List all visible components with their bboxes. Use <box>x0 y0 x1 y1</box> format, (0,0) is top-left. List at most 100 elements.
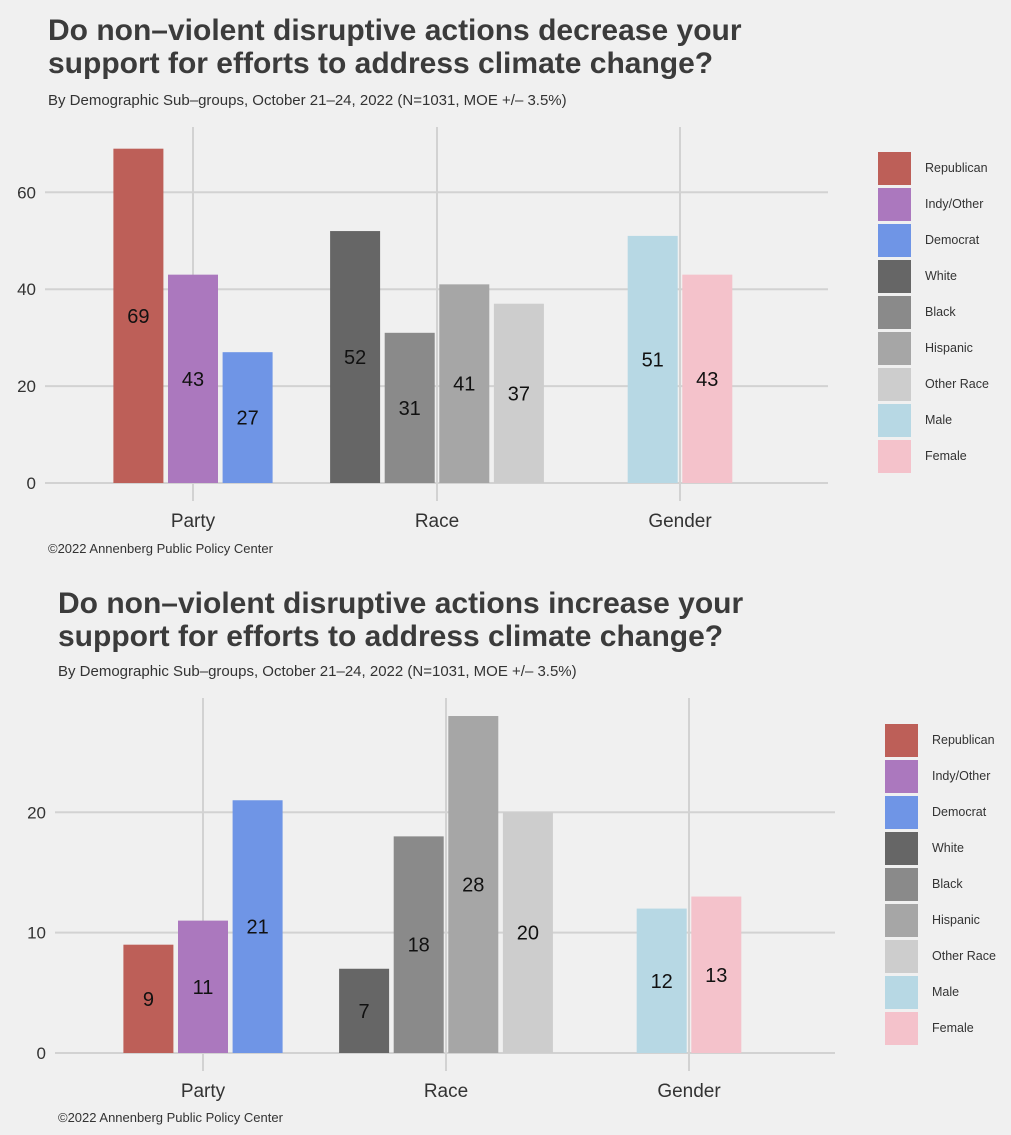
x-tick-label-race: Race <box>415 511 459 532</box>
legend-swatch <box>878 259 911 293</box>
legend-swatch <box>878 151 911 185</box>
x-tick-label-party: Party <box>171 511 216 532</box>
bar-race-hispanic <box>439 284 490 483</box>
bar-party-republican <box>113 148 164 484</box>
data-label: 28 <box>462 875 484 897</box>
chart-subtitle: By Demographic Sub–groups, October 21–24… <box>48 92 567 109</box>
bar-race-white <box>330 231 381 483</box>
legend-label: Democrat <box>932 805 987 819</box>
legend-label: Republican <box>932 733 995 747</box>
data-label: 37 <box>508 383 530 405</box>
legend-item-democrat: Democrat <box>885 794 996 830</box>
legend-item-black: Black <box>878 294 989 330</box>
bar-gender-male <box>636 908 687 1053</box>
bar-chart-increase: 0 10 20 9 11 21 Party 7 18 28 20 Race 12 13 Gender <box>27 698 835 1102</box>
chart-subtitle: By Demographic Sub–groups, October 21–24… <box>58 663 577 680</box>
x-tick-label-race: Race <box>424 1081 468 1102</box>
legend-item-female: Female <box>878 438 989 474</box>
legend-label: Republican <box>925 161 988 175</box>
legend-swatch <box>885 759 918 793</box>
chart-legend: Republican Indy/Other Democrat White Black Hi… <box>878 150 989 474</box>
chart-title-line-2: support for efforts to address climate c… <box>58 620 724 653</box>
y-tick-label: 40 <box>17 280 36 299</box>
x-tick-label-party: Party <box>181 1081 226 1102</box>
y-tick-label: 20 <box>17 377 36 396</box>
legend-item-male: Male <box>878 402 989 438</box>
legend-item-republican: Republican <box>878 150 989 186</box>
legend-item-black: Black <box>885 866 996 902</box>
legend-swatch <box>878 187 911 221</box>
chart-panel-decrease: Do non–violent disruptive actions decrea… <box>0 0 1011 565</box>
legend-item-indy-other: Indy/Other <box>885 758 996 794</box>
legend-swatch <box>885 831 918 865</box>
bar-party-democrat <box>222 352 273 483</box>
chart-title-line-1: Do non–violent disruptive actions decrea… <box>48 14 742 47</box>
chart-title-line-2: support for efforts to address climate c… <box>48 47 714 80</box>
legend-item-hispanic: Hispanic <box>878 330 989 366</box>
legend-label: Female <box>925 449 967 463</box>
legend-item-white: White <box>878 258 989 294</box>
data-label: 20 <box>517 923 539 945</box>
y-tick-label: 0 <box>27 474 36 493</box>
legend-item-republican: Republican <box>885 722 996 758</box>
legend-label: Male <box>925 413 953 427</box>
x-tick-label-gender: Gender <box>657 1081 721 1102</box>
legend-label: Female <box>932 1021 974 1035</box>
legend-swatch <box>878 295 911 329</box>
legend-swatch <box>885 867 918 901</box>
data-label: 43 <box>696 369 718 391</box>
data-label: 43 <box>182 369 204 391</box>
legend-item-female: Female <box>885 1010 996 1046</box>
chart-title: Do non–violent disruptive actions increa… <box>58 587 743 653</box>
legend-label: White <box>932 841 964 855</box>
legend-label: White <box>925 269 957 283</box>
bar-party-republican <box>123 944 174 1053</box>
bar-chart-decrease: 0 20 40 60 69 43 27 Party 52 31 41 37 Race 51 43 Gender <box>17 127 828 532</box>
legend-item-indy-other: Indy/Other <box>878 186 989 222</box>
chart-title: Do non–violent disruptive actions decrea… <box>48 14 742 80</box>
legend-swatch <box>878 439 911 473</box>
legend-swatch <box>885 723 918 757</box>
data-label: 13 <box>705 965 727 987</box>
chart-title-line-1: Do non–violent disruptive actions increa… <box>58 587 744 620</box>
legend-label: Hispanic <box>925 341 973 355</box>
legend-label: Black <box>932 877 963 891</box>
legend-swatch <box>878 403 911 437</box>
legend-swatch <box>885 975 918 1009</box>
data-label: 7 <box>359 1001 370 1023</box>
y-tick-label: 10 <box>27 924 46 943</box>
legend-swatch <box>885 939 918 973</box>
legend-label: Hispanic <box>932 913 980 927</box>
bar-race-hispanic <box>448 716 499 1053</box>
legend-swatch <box>885 1011 918 1045</box>
legend-label: Black <box>925 305 956 319</box>
legend-label: Indy/Other <box>925 197 984 211</box>
legend-label: Indy/Other <box>932 769 991 783</box>
bar-race-other-race <box>493 303 544 483</box>
bar-race-other-race <box>502 812 553 1053</box>
bar-gender-female <box>682 274 733 483</box>
data-label: 9 <box>143 989 154 1011</box>
bar-race-black <box>393 836 444 1053</box>
bar-gender-male <box>627 235 678 483</box>
bar-gender-female <box>691 896 742 1053</box>
bar-race-white <box>339 968 390 1053</box>
data-label: 11 <box>193 977 214 999</box>
legend-label: Other Race <box>925 377 989 391</box>
chart-caption: ©2022 Annenberg Public Policy Center <box>58 1110 283 1125</box>
legend-swatch <box>878 367 911 401</box>
legend-label: Other Race <box>932 949 996 963</box>
data-label: 52 <box>344 347 366 369</box>
legend-item-hispanic: Hispanic <box>885 902 996 938</box>
bar-party-indy-other <box>178 920 228 1053</box>
legend-swatch <box>878 331 911 365</box>
chart-legend: Republican Indy/Other Democrat White Black Hi… <box>885 722 996 1046</box>
legend-item-democrat: Democrat <box>878 222 989 258</box>
data-label: 41 <box>453 374 475 396</box>
data-label: 18 <box>408 935 430 957</box>
legend-swatch <box>885 795 918 829</box>
chart-panel-increase: Do non–violent disruptive actions increa… <box>0 568 1011 1135</box>
bar-party-democrat <box>232 800 283 1053</box>
bar-race-black <box>384 332 435 483</box>
y-tick-label: 20 <box>27 803 46 822</box>
